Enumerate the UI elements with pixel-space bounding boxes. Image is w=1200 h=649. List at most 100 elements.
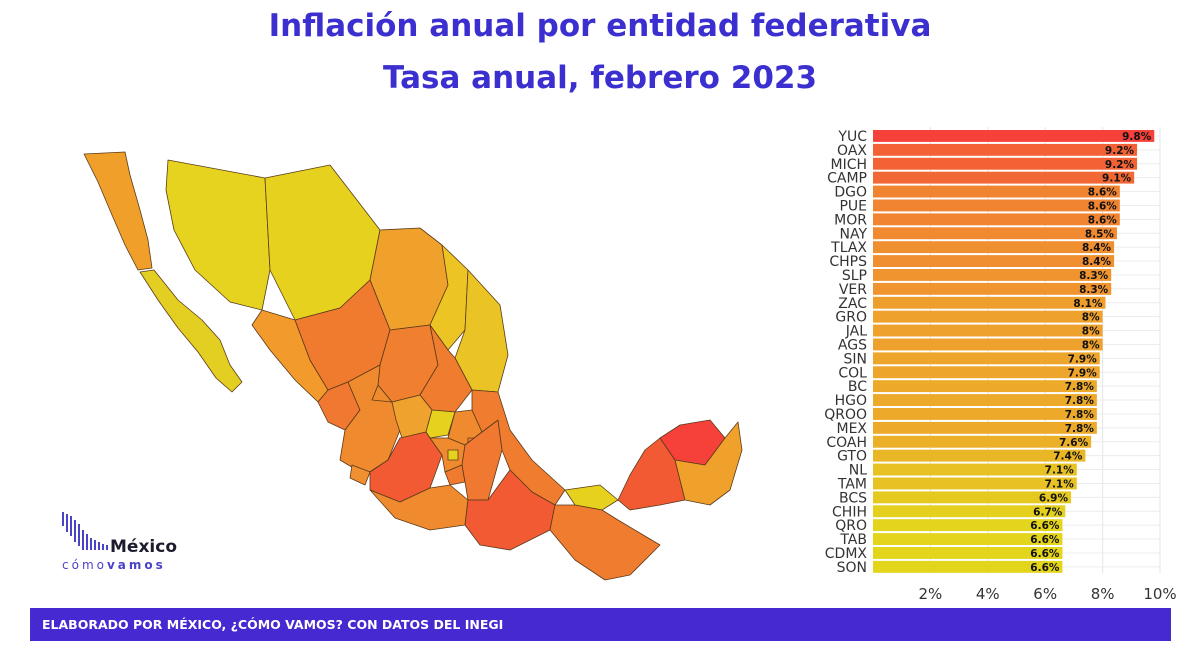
data-label: 6.9% [1039, 492, 1069, 504]
data-label: 9.2% [1105, 159, 1135, 171]
category-label: AGS [838, 337, 867, 353]
data-label: 6.6% [1030, 548, 1060, 560]
bar-sin [873, 352, 1100, 365]
category-label: NAY [839, 226, 867, 242]
data-label: 6.6% [1030, 520, 1060, 532]
data-label: 9.2% [1105, 145, 1135, 157]
bar-camp [873, 171, 1135, 184]
bar-nay [873, 227, 1117, 240]
bar-col [873, 366, 1100, 379]
footer-credit: ELABORADO POR MÉXICO, ¿CÓMO VAMOS? CON D… [30, 608, 1171, 641]
map-state-son [165, 159, 271, 311]
map-state-qroo [674, 421, 743, 506]
map-state-col [349, 464, 371, 486]
data-label: 8% [1082, 326, 1100, 338]
bar-nl [873, 463, 1077, 476]
category-label: MEX [836, 421, 867, 437]
bar-mor [873, 213, 1120, 226]
data-label: 6.7% [1033, 506, 1063, 518]
map-state-bc [83, 151, 153, 271]
bar-gro [873, 310, 1103, 323]
data-label: 7.9% [1068, 367, 1098, 379]
map-state-bcs [139, 269, 243, 393]
data-label: 8.1% [1073, 298, 1103, 310]
bar-tam [873, 477, 1077, 490]
logo-sub-bold: vamos [106, 558, 166, 572]
bar-mich [873, 157, 1138, 170]
data-label: 8% [1082, 312, 1100, 324]
category-label: OAX [837, 143, 867, 159]
category-label: COAH [826, 435, 867, 451]
category-label: VER [839, 282, 867, 298]
data-label: 7.8% [1065, 395, 1095, 407]
chart-subtitle: Tasa anual, febrero 2023 [382, 60, 818, 96]
data-label: 8.6% [1088, 187, 1118, 199]
bar-jal [873, 324, 1103, 337]
category-label: GTO [837, 449, 867, 465]
bar-mex [873, 421, 1097, 434]
data-label: 9.1% [1102, 173, 1132, 185]
category-label: SON [837, 560, 867, 576]
category-label: DGO [834, 185, 867, 201]
category-label: YUC [837, 129, 867, 145]
bar-tab [873, 533, 1063, 545]
category-label: CAMP [827, 171, 867, 187]
category-label: CHIH [832, 504, 867, 520]
x-tick-label: 6% [1033, 585, 1057, 603]
data-label: 8.4% [1082, 256, 1112, 268]
data-label: 7.6% [1059, 437, 1089, 449]
category-label: NL [849, 463, 867, 479]
category-label: BC [848, 379, 867, 395]
bar-zac [873, 296, 1106, 309]
bar-chart: YUC 9.8% OAX 9.2% MICH 9.2% CAMP 9.1% DGO 8.6% PUE… [824, 127, 1177, 603]
x-tick-label: 2% [919, 585, 943, 603]
bar-son [873, 560, 1063, 573]
data-label: 7.1% [1045, 478, 1075, 490]
category-label: QRO [835, 518, 867, 534]
bar-dgo [873, 185, 1120, 198]
data-label: 9.8% [1122, 131, 1152, 143]
bar-ver [873, 282, 1112, 295]
data-label: 7.1% [1045, 465, 1075, 477]
x-tick-label: 10% [1143, 585, 1176, 603]
category-label: MOR [834, 212, 867, 228]
logo-bars-icon [62, 512, 108, 550]
data-label: 8.6% [1088, 214, 1118, 226]
mexico-choropleth-map [83, 151, 743, 581]
bar-coah [873, 435, 1092, 448]
data-label: 7.9% [1068, 353, 1098, 365]
data-label: 6.6% [1030, 534, 1060, 546]
bar-cdmx [873, 547, 1063, 559]
map-state-jal [339, 364, 401, 476]
bar-tlax [873, 241, 1115, 254]
data-label: 7.8% [1065, 381, 1095, 393]
category-label: PUE [839, 198, 867, 214]
bar-oax [873, 143, 1138, 156]
data-label: 8% [1082, 339, 1100, 351]
category-label: JAL [845, 324, 867, 340]
data-label: 8.6% [1088, 200, 1118, 212]
category-label: QROO [824, 407, 867, 423]
bar-slp [873, 269, 1112, 281]
x-tick-label: 4% [976, 585, 1000, 603]
category-label: HGO [835, 393, 867, 409]
map-state-chps [549, 504, 661, 581]
map-state-qro [425, 409, 456, 439]
category-label: MICH [830, 157, 867, 173]
bar-chih [873, 505, 1066, 518]
data-label: 7.8% [1065, 423, 1095, 435]
data-label: 7.4% [1053, 451, 1083, 463]
data-label: 8.4% [1082, 242, 1112, 254]
logo-sub-light: cómo [62, 558, 107, 572]
map-state-mich [369, 431, 443, 503]
x-tick-label: 8% [1091, 585, 1115, 603]
data-label: 8.5% [1085, 228, 1115, 240]
category-label: ZAC [838, 296, 867, 312]
bar-ags [873, 338, 1103, 351]
map-state-tab [564, 484, 619, 511]
category-label: BCS [839, 490, 867, 506]
category-label: TLAX [830, 240, 867, 256]
category-label: SLP [842, 268, 867, 284]
bar-bcs [873, 491, 1072, 504]
category-label: CDMX [825, 546, 868, 562]
